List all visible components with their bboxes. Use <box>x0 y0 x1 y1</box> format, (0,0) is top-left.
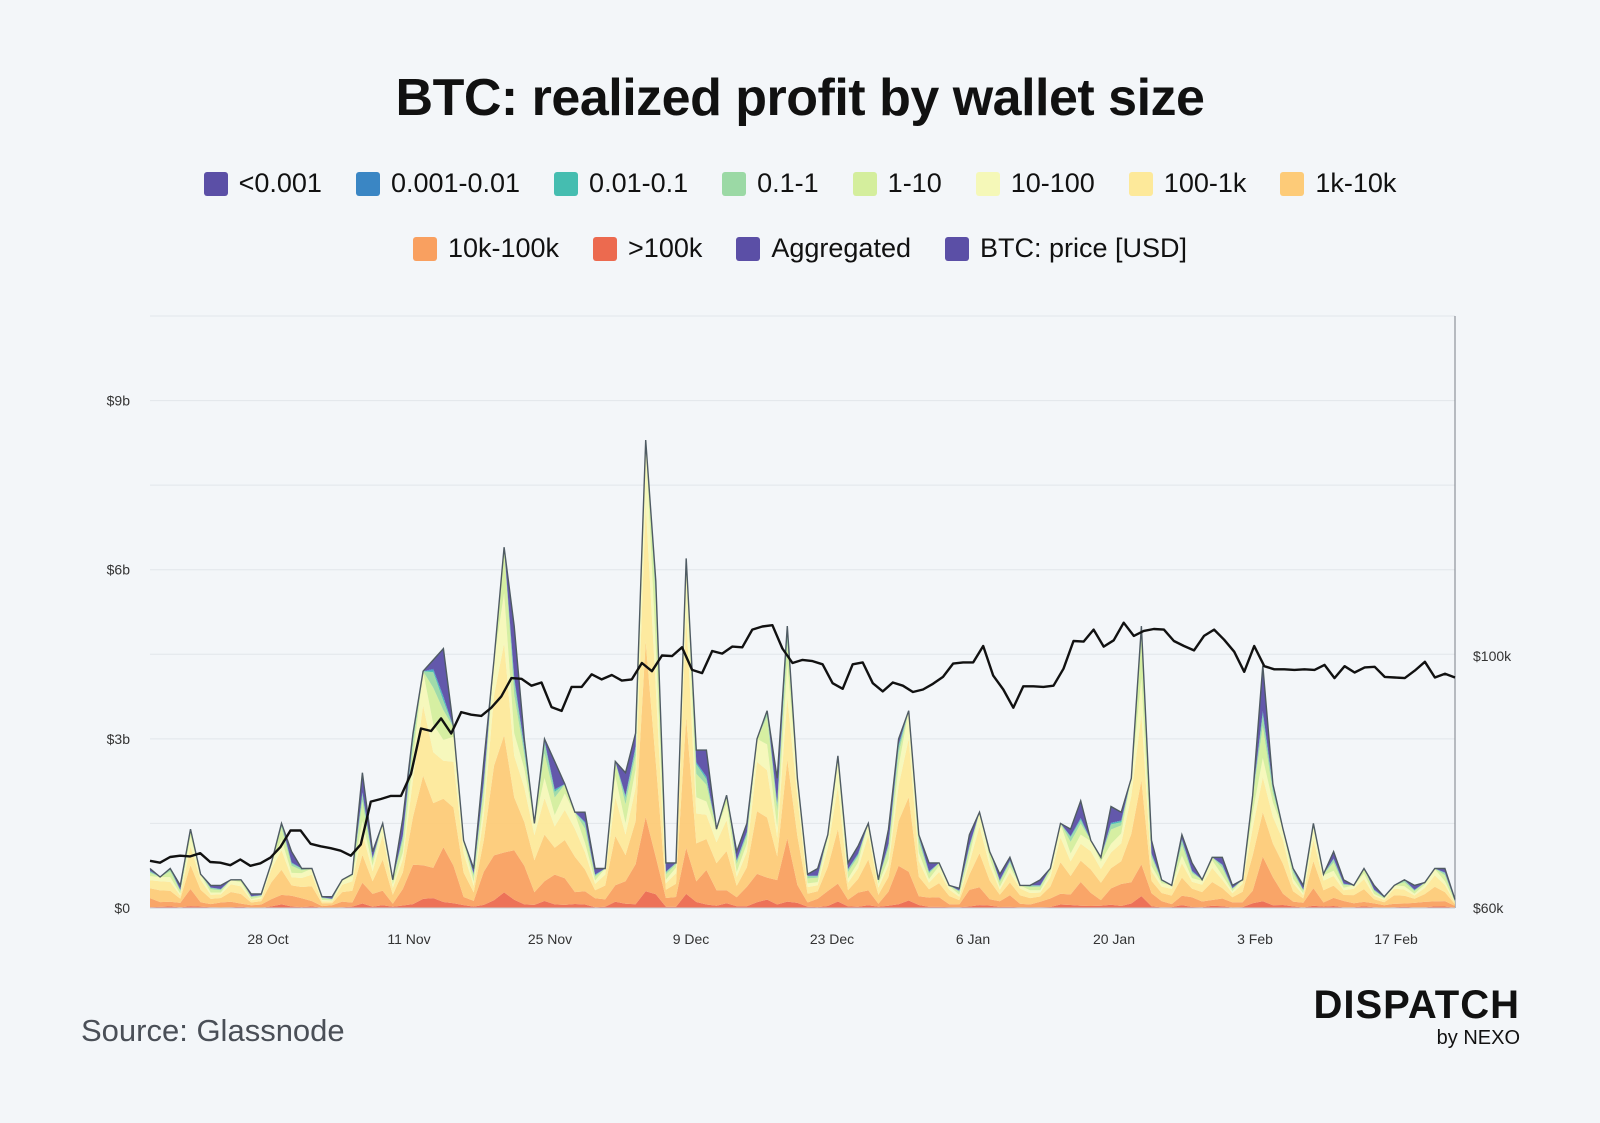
chart-title: BTC: realized profit by wallet size <box>395 69 1205 127</box>
x-tick-label: 11 Nov <box>387 931 430 947</box>
y-left-tick-label: $6b <box>107 562 131 578</box>
legend-row-2: 10k-100k >100k Aggregated BTC: price [US… <box>0 233 1600 264</box>
legend-item-1k-10k[interactable]: 1k-10k <box>1280 168 1396 199</box>
legend-swatch <box>852 171 877 196</box>
legend-swatch <box>203 171 228 196</box>
x-tick-label: 9 Dec <box>673 931 710 947</box>
x-tick-label: 28 Oct <box>247 931 288 947</box>
legend-label: >100k <box>628 233 703 263</box>
y-right-tick-label: $100k <box>1473 648 1512 664</box>
legend-label: 10-100 <box>1010 168 1095 198</box>
legend-item-100-1k[interactable]: 100-1k <box>1128 168 1247 199</box>
legend-item-aggregated[interactable]: Aggregated <box>736 233 911 264</box>
area-series-1k-10k <box>150 641 1455 907</box>
y-right-tick-label: $60k <box>1473 900 1504 916</box>
legend-label: 1k-10k <box>1315 168 1397 198</box>
legend-label: <0.001 <box>238 168 322 198</box>
legend-item-001-01[interactable]: 0.01-0.1 <box>554 168 688 199</box>
brand-sub: by NEXO <box>1436 1027 1520 1049</box>
area-series-100-1k <box>150 503 1455 905</box>
x-tick-label: 25 Nov <box>528 931 572 947</box>
legend-swatch <box>722 171 747 196</box>
x-tick-label: 23 Dec <box>810 931 854 947</box>
legend-swatch <box>736 236 761 261</box>
x-tick-label: 20 Jan <box>1093 931 1135 947</box>
legend-item-gt-100k[interactable]: >100k <box>593 233 702 264</box>
x-tick-label: 17 Feb <box>1374 931 1418 947</box>
legend-label: Aggregated <box>771 233 911 263</box>
legend-swatch <box>975 171 1000 196</box>
legend-item-01-1[interactable]: 0.1-1 <box>722 168 819 199</box>
x-tick-label: 3 Feb <box>1237 931 1273 947</box>
btc-price-line <box>149 621 1456 867</box>
legend-swatch <box>1128 171 1153 196</box>
brand-name: DISPATCH <box>1313 983 1520 1027</box>
legend-label: 0.001-0.01 <box>390 168 521 198</box>
legend-label: 1-10 <box>887 168 942 198</box>
legend-swatch <box>355 171 380 196</box>
legend-swatch <box>1280 171 1305 196</box>
x-tick-label: 6 Jan <box>956 931 990 947</box>
legend-item-1-10[interactable]: 1-10 <box>852 168 942 199</box>
legend-label: BTC: price [USD] <box>979 233 1188 263</box>
legend-row-1: <0.001 0.001-0.01 0.01-0.1 0.1-1 1-10 10… <box>0 168 1600 199</box>
area-series--100k <box>150 891 1455 908</box>
legend-swatch <box>554 171 579 196</box>
legend-label: 0.1-1 <box>757 168 819 198</box>
y-left-tick-label: $0 <box>114 900 130 916</box>
legend-label: 100-1k <box>1163 168 1247 198</box>
legend-item-10k-100k[interactable]: 10k-100k <box>412 233 560 264</box>
legend-label: 0.01-0.1 <box>589 168 689 198</box>
y-left-tick-label: $3b <box>107 731 131 747</box>
brand-logo: DISPATCH by NEXO <box>1313 985 1520 1050</box>
y-left-tick-label: $9b <box>107 393 131 409</box>
legend-swatch <box>412 236 437 261</box>
area-series-10k-100k <box>150 817 1455 908</box>
legend-item-btc-price[interactable]: BTC: price [USD] <box>944 233 1188 264</box>
legend-label: 10k-100k <box>447 233 560 263</box>
legend-item-lt-0001[interactable]: <0.001 <box>203 168 322 199</box>
legend-swatch <box>944 236 969 261</box>
legend-swatch <box>593 236 618 261</box>
source-credit: Source: Glassnode <box>81 1013 345 1048</box>
legend-item-10-100[interactable]: 10-100 <box>975 168 1095 199</box>
legend-item-0001-001[interactable]: 0.001-0.01 <box>355 168 521 199</box>
